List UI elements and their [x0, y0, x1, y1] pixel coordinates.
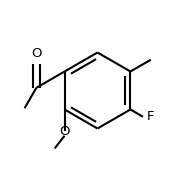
Text: F: F: [147, 110, 154, 123]
Text: O: O: [31, 47, 42, 60]
Text: O: O: [59, 125, 70, 138]
